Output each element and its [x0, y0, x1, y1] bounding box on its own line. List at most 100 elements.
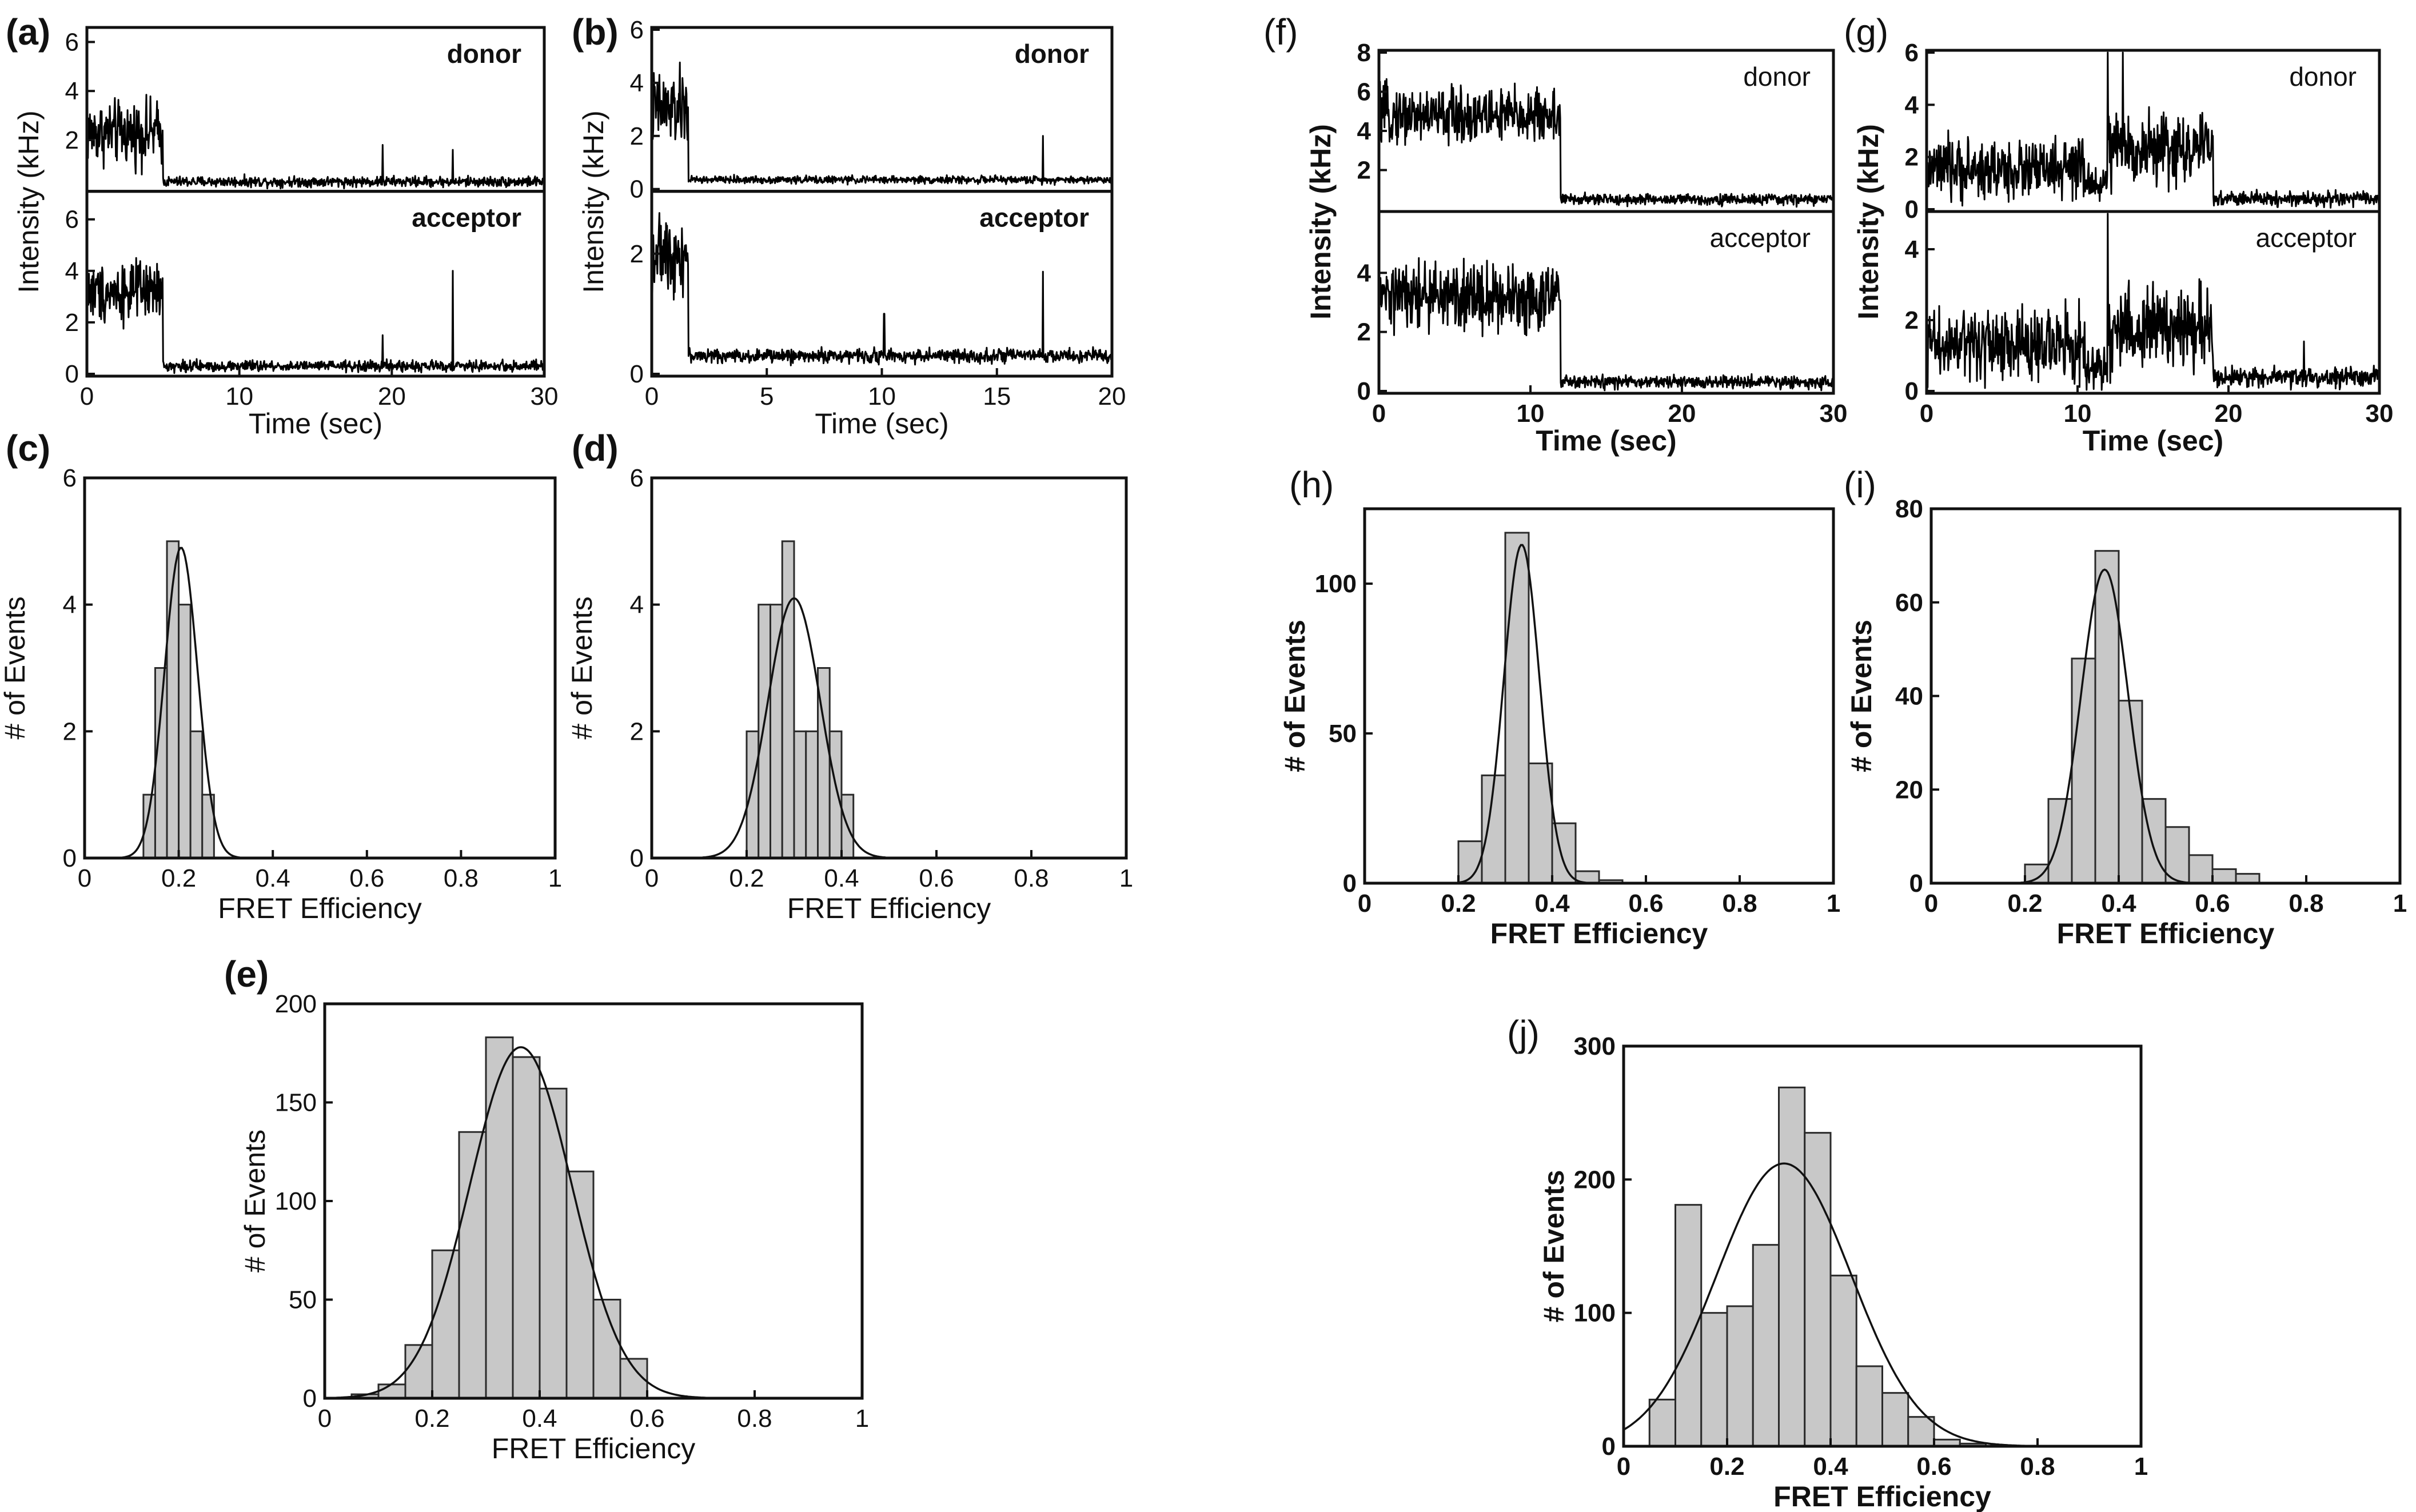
histogram-bar: [2047, 798, 2073, 884]
histogram-bar: [1752, 1244, 1780, 1447]
x-tick-label: 20: [378, 382, 406, 410]
x-tick-label: 30: [2366, 400, 2394, 428]
y-tick-label: 100: [275, 1187, 317, 1215]
x-tick-label: 1: [855, 1405, 869, 1433]
x-tick-label: 0: [1617, 1453, 1630, 1481]
x-tick-label: 0.6: [1628, 889, 1663, 917]
channel-label-acceptor: acceptor: [2256, 223, 2357, 253]
y-tick-label: 4: [1357, 259, 1372, 287]
histogram-bar: [2118, 700, 2143, 884]
y-tick-label: 6: [630, 464, 644, 492]
x-tick-label: 0: [78, 864, 91, 892]
y-tick-label: 2: [1357, 157, 1371, 185]
x-tick-label: 30: [531, 382, 559, 410]
trace-donor: [1378, 78, 1835, 208]
histogram-bar: [404, 1344, 433, 1399]
x-tick-label: 1: [548, 864, 562, 892]
histogram-bar: [1457, 840, 1483, 884]
y-tick-label: 0: [1905, 196, 1919, 224]
plot-frame-acceptor: [1377, 210, 1835, 395]
y-axis-label: Intensity (kHz): [1852, 124, 1884, 320]
x-tick-label: 0.8: [737, 1405, 772, 1433]
chart-j: (j) 0 0.2 0.4 0.6 0.8 1 0 100 200 300 FRET Efficien…: [1507, 1013, 2148, 1512]
histogram-bar: [1907, 1416, 1935, 1447]
x-tick-label: 0: [645, 864, 659, 892]
y-tick-label: 0: [1357, 377, 1371, 405]
x-tick-label: 0.6: [919, 864, 954, 892]
x-axis-label: Time (sec): [1536, 425, 1676, 457]
x-tick-label: 0.4: [1813, 1453, 1848, 1481]
histogram-bar: [1804, 1132, 1832, 1447]
histogram-bar: [512, 1056, 541, 1399]
y-tick-label: 20: [1895, 776, 1923, 804]
histogram-bar: [770, 604, 783, 859]
histogram-bar: [793, 730, 807, 859]
chart-b: (b) 0 2 4 6 donor 0 2 acceptor 0 5 10 15 20 Time (sec)…: [572, 11, 1126, 440]
x-tick-label: 0: [80, 382, 94, 410]
x-tick-label: 10: [868, 382, 896, 410]
chart-e: (e) 0 0.2 0.4 0.6 0.8 1 0 50 100 150 200 FRET Effici…: [224, 954, 869, 1465]
y-tick-label: 6: [1357, 78, 1371, 106]
x-tick-label: 1: [2393, 889, 2407, 917]
panel-label: (d): [572, 428, 619, 469]
x-tick-label: 0.4: [522, 1405, 557, 1433]
histogram-bar: [2188, 854, 2214, 884]
x-axis-label: FRET Efficiency: [1773, 1481, 1991, 1512]
trace-donor: [651, 61, 1113, 186]
histogram-bar: [1700, 1312, 1728, 1447]
x-tick-label: 0.8: [1014, 864, 1048, 892]
plot-frame: [650, 476, 1128, 860]
x-tick-label: 0.4: [2101, 889, 2136, 917]
histogram-bar: [745, 730, 760, 859]
x-axis-label: FRET Efficiency: [787, 892, 991, 924]
y-tick-label: 2: [1905, 306, 1919, 334]
x-tick-label: 0.6: [629, 1405, 664, 1433]
chart-d: (d) 0 0.2 0.4 0.6 0.8 1 0 2 4 6 FRET Efficiency # of…: [566, 428, 1133, 924]
panel-label: (e): [224, 954, 269, 995]
x-tick-label: 20: [2215, 400, 2243, 428]
gaussian-fit-curve: [1365, 544, 1833, 884]
x-axis-label: Time (sec): [249, 408, 382, 440]
y-tick-label: 2: [630, 122, 644, 150]
y-tick-label: 2: [630, 717, 644, 745]
trace-acceptor: [86, 257, 545, 374]
x-tick-label: 5: [760, 382, 774, 410]
x-tick-label: 0.4: [824, 864, 859, 892]
x-tick-label: 15: [983, 382, 1011, 410]
gaussian-fit-curve: [652, 597, 1126, 859]
histogram-bar: [189, 730, 204, 859]
y-tick-label: 150: [275, 1089, 317, 1117]
histogram-bar: [2211, 868, 2237, 884]
histogram-bar: [178, 604, 192, 859]
y-axis-label: Intensity (kHz): [577, 110, 609, 293]
x-tick-label: 1: [2134, 1453, 2148, 1481]
histogram-bar: [758, 604, 771, 859]
x-tick-label: 0: [1358, 889, 1372, 917]
chart-h: (h) 0 0.2 0.4 0.6 0.8 1 0 50 100 FRET Efficiency # …: [1279, 464, 1840, 950]
panel-label: (j): [1507, 1013, 1540, 1054]
histogram-bar: [485, 1036, 514, 1399]
y-tick-label: 0: [1909, 869, 1923, 897]
channel-label-acceptor: acceptor: [412, 203, 521, 233]
y-tick-label: 0: [630, 360, 644, 388]
y-axis-label: # of Events: [1538, 1170, 1570, 1323]
x-axis-label: FRET Efficiency: [218, 892, 422, 924]
y-tick-label: 4: [1357, 117, 1372, 145]
x-tick-label: 0.6: [1916, 1453, 1951, 1481]
y-axis-label: Intensity (kHz): [13, 110, 45, 293]
x-tick-label: 0: [1920, 400, 1933, 428]
trace-acceptor: [651, 212, 1113, 366]
y-tick-label: 60: [1895, 589, 1923, 617]
histogram-bar: [2024, 863, 2050, 884]
y-tick-label: 80: [1895, 495, 1923, 523]
y-axis-label: # of Events: [1845, 620, 1877, 772]
x-tick-label: 0.8: [444, 864, 479, 892]
trace-donor: [86, 94, 545, 190]
x-tick-label: 10: [1517, 400, 1545, 428]
histogram-bar: [565, 1170, 595, 1399]
trace-donor: [1925, 51, 2381, 209]
y-tick-label: 6: [65, 28, 79, 56]
y-tick-label: 50: [1329, 720, 1357, 748]
y-tick-label: 4: [1905, 236, 1919, 264]
